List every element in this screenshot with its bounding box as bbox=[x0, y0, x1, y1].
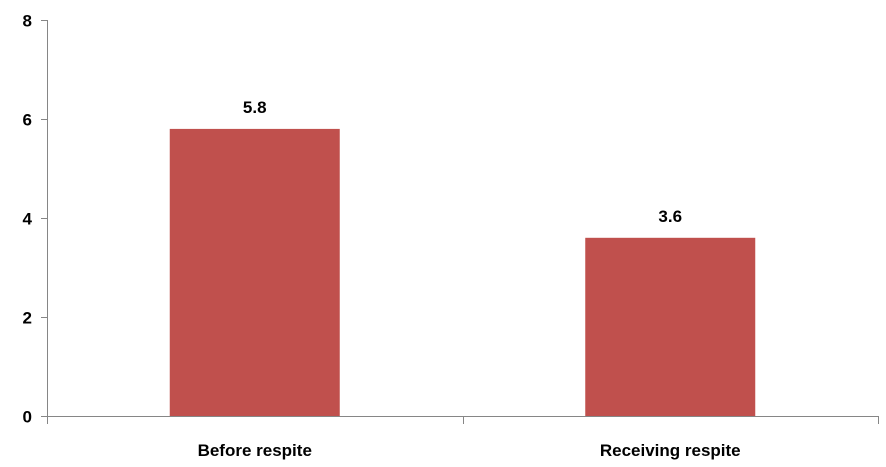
bar bbox=[169, 128, 340, 416]
y-tick-label: 8 bbox=[23, 12, 32, 31]
x-category-label: Receiving respite bbox=[600, 441, 741, 460]
bars-group bbox=[169, 128, 756, 416]
axes-group bbox=[47, 20, 878, 417]
y-tick-label: 2 bbox=[23, 309, 32, 328]
y-tick-label: 6 bbox=[23, 111, 32, 130]
bar bbox=[585, 237, 756, 416]
bar-data-label: 3.6 bbox=[658, 207, 682, 226]
y-tick-label: 0 bbox=[23, 408, 32, 427]
y-tick-label: 4 bbox=[23, 210, 33, 229]
x-category-label: Before respite bbox=[198, 441, 312, 460]
y-axis-ticks: 0 2 4 6 8 bbox=[23, 12, 47, 427]
x-axis-ticks: Before respite Receiving respite bbox=[47, 416, 879, 460]
data-labels-group: 5.8 3.6 bbox=[243, 98, 682, 226]
bar-data-label: 5.8 bbox=[243, 98, 267, 117]
